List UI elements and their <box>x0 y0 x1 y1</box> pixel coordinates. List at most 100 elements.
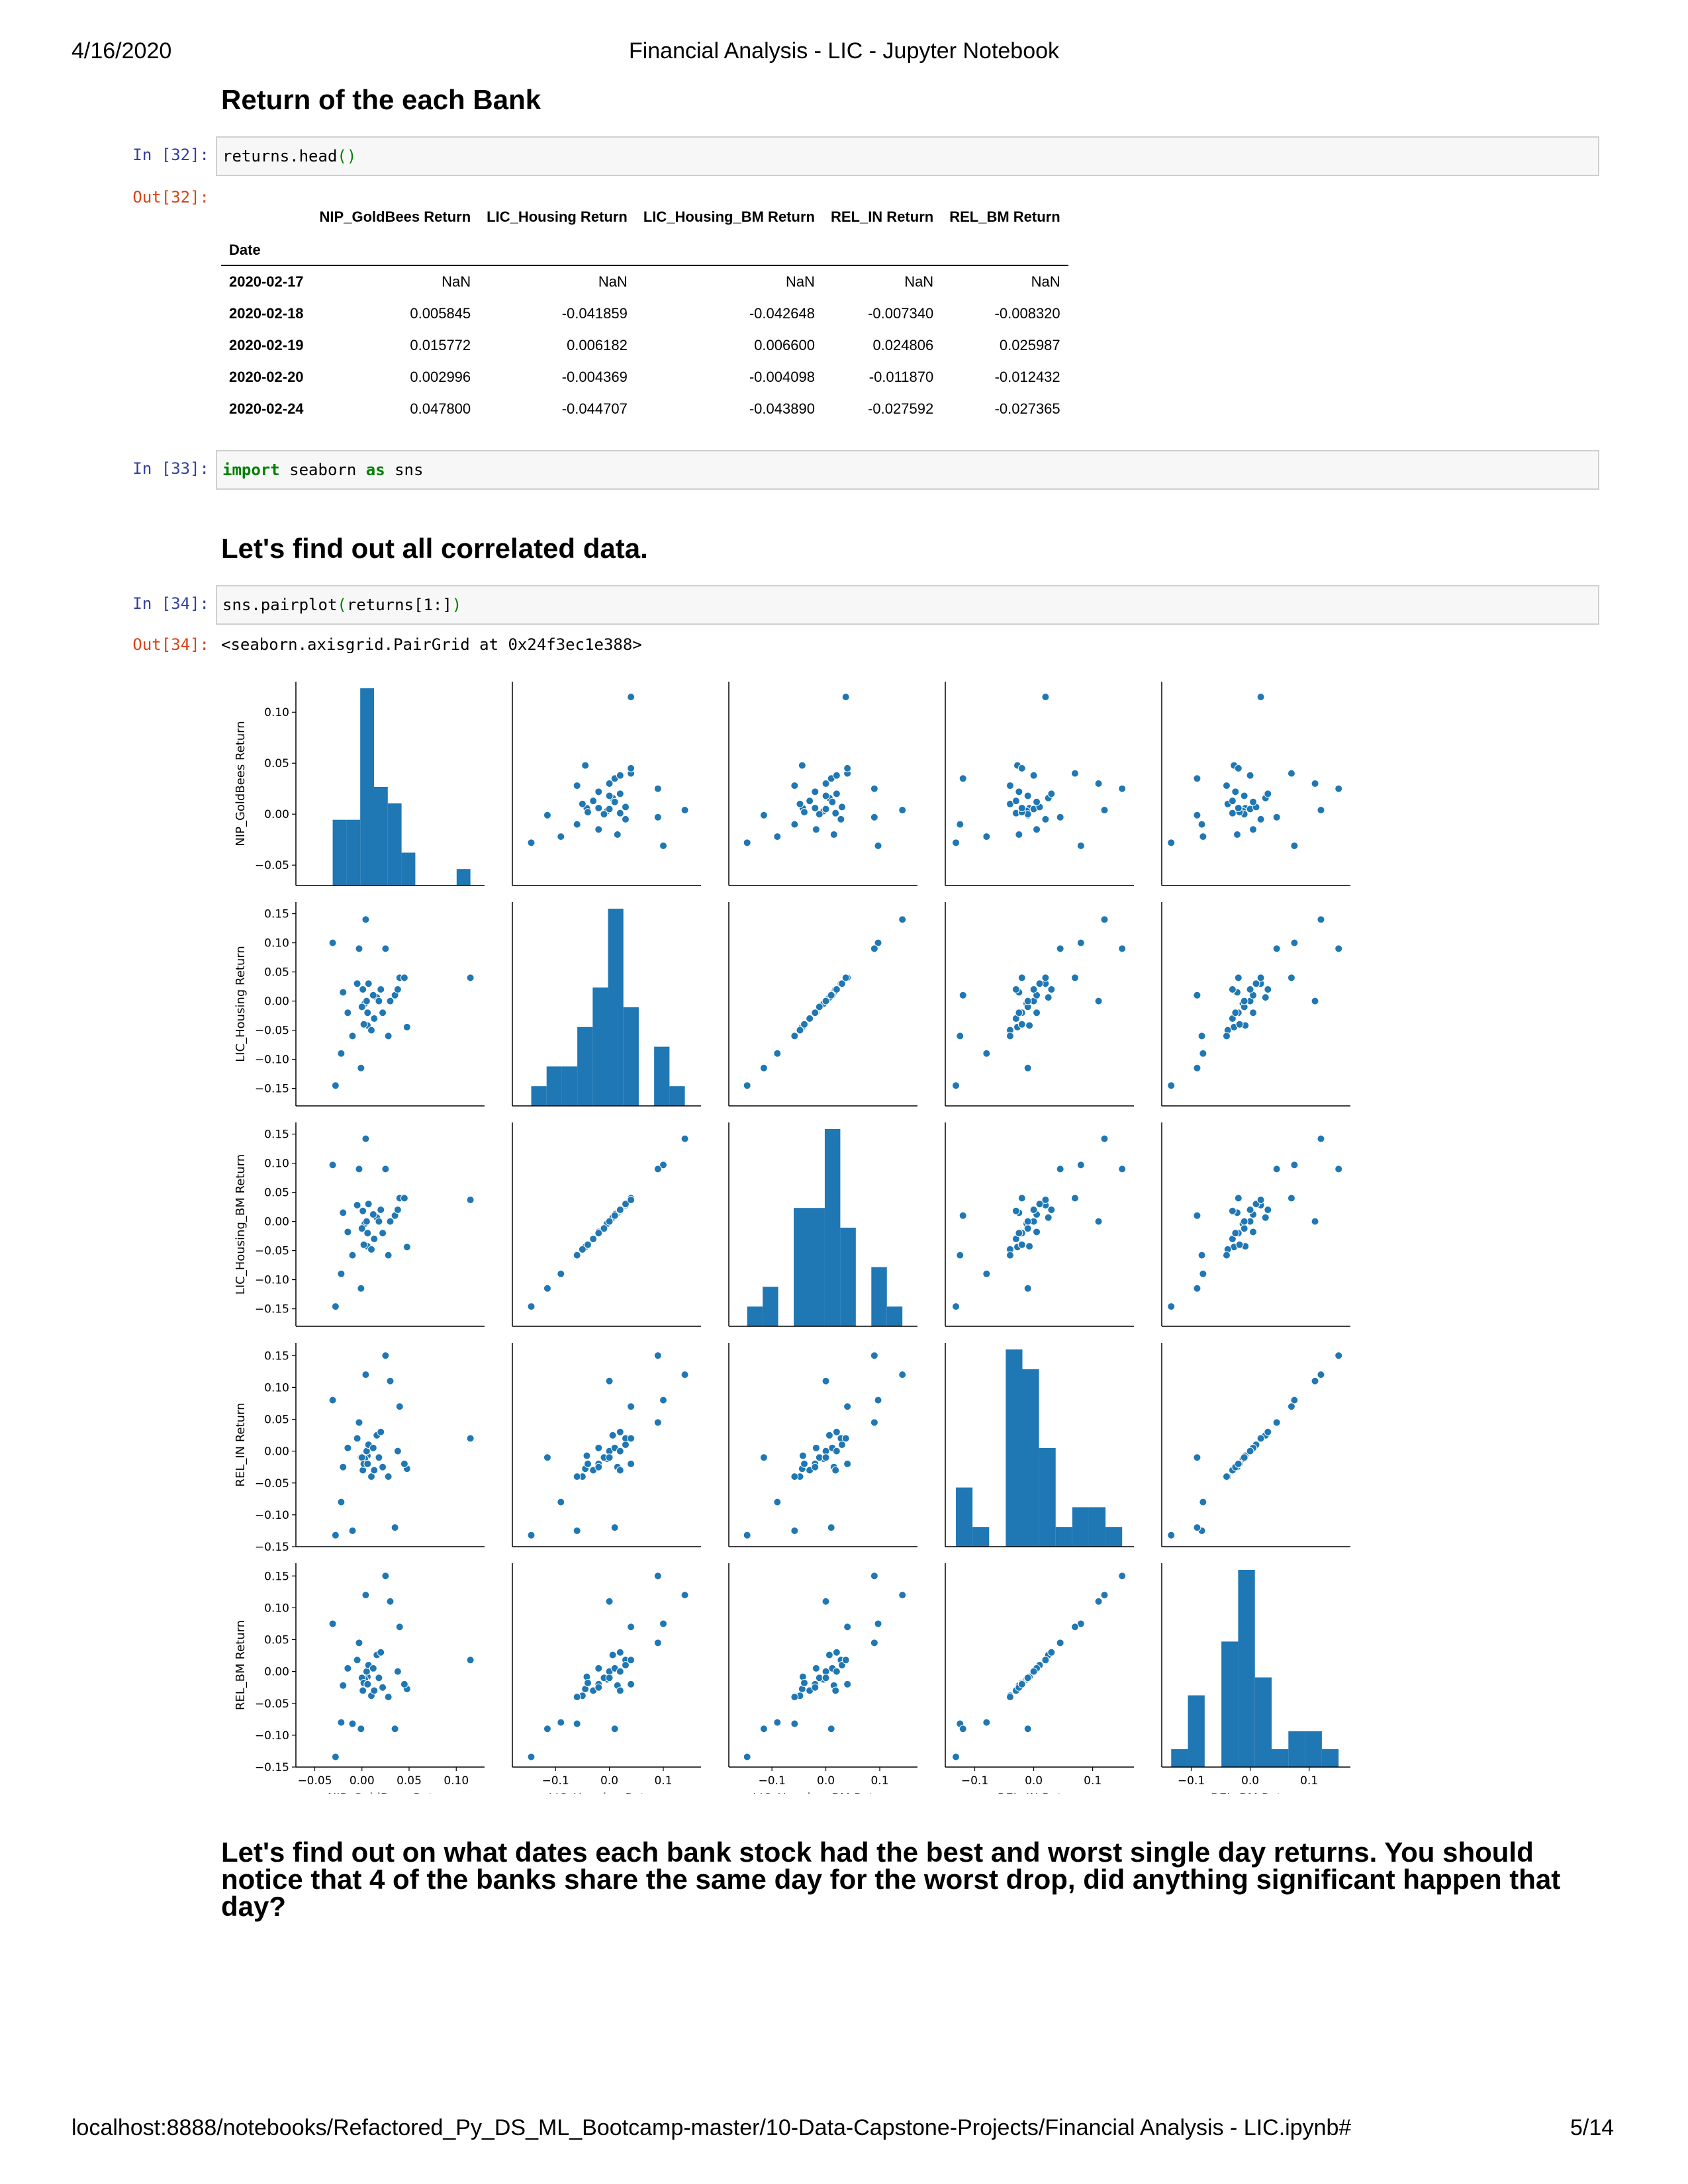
scatter-point <box>812 1664 820 1672</box>
table-cell: -0.044707 <box>561 400 628 417</box>
scatter-point <box>653 1418 662 1427</box>
scatter-point <box>1222 1251 1231 1259</box>
scatter-point <box>811 1463 820 1471</box>
scatter-point <box>377 1206 385 1214</box>
x-tick-label: 0.05 <box>397 1774 422 1788</box>
scatter-point <box>1228 1206 1237 1215</box>
column-header-row: NIP_GoldBees Return LIC_Housing Return L… <box>221 199 1068 236</box>
histogram-bar <box>1088 1507 1106 1547</box>
scatter-point <box>1118 784 1127 793</box>
scatter-point <box>613 831 622 839</box>
scatter-point <box>743 839 751 847</box>
scatter-point <box>959 991 967 999</box>
scatter-point <box>821 997 830 1005</box>
scatter-point <box>653 1351 662 1360</box>
scatter-point <box>1335 944 1343 953</box>
scatter-point <box>370 1235 379 1243</box>
scatter-point <box>1222 1473 1231 1481</box>
scatter-point <box>594 1463 603 1471</box>
scatter-point <box>608 1431 617 1439</box>
scatter-point <box>370 1466 379 1475</box>
scatter-point <box>1033 797 1041 806</box>
dataframe-body: 2020-02-17 NaN NaN NaN NaN NaN 2020-02-18 0.00… <box>221 265 1068 425</box>
scatter-point <box>573 1693 581 1702</box>
y-tick-label: −0.10 <box>255 1509 289 1522</box>
scatter-point <box>627 1434 635 1443</box>
scatter-point <box>1015 1009 1023 1017</box>
scatter-point <box>384 1032 393 1040</box>
scatter-point <box>821 792 830 800</box>
scatter-point <box>583 1451 591 1460</box>
scatter-point <box>344 1664 352 1672</box>
scatter-point <box>348 1526 357 1535</box>
scatter-point <box>831 809 840 817</box>
scatter-point <box>773 833 782 841</box>
histogram-bar <box>1272 1749 1289 1767</box>
table-cell: -0.011870 <box>868 369 934 385</box>
table-cell: NaN <box>785 273 815 290</box>
scatter-point <box>527 1302 536 1311</box>
scatter-point <box>898 806 907 815</box>
scatter-point <box>466 1656 475 1664</box>
code-paren: ) <box>451 596 462 614</box>
scatter-point <box>1193 1211 1201 1220</box>
scatter-point <box>811 803 820 812</box>
scatter-point <box>1025 1242 1034 1251</box>
scatter-point <box>838 803 846 811</box>
scatter-point <box>527 1752 536 1761</box>
scatter-point <box>1335 1165 1343 1173</box>
scatter-point <box>1076 938 1085 947</box>
scatter-point <box>653 1165 662 1173</box>
scatter-point <box>821 1674 830 1682</box>
scatter-point <box>1015 831 1023 839</box>
histogram-bar <box>546 1066 562 1106</box>
histogram-bar <box>1072 1507 1089 1547</box>
scatter-point <box>610 1211 619 1220</box>
scatter-point <box>361 1134 370 1143</box>
scatter-point <box>832 985 841 993</box>
code-cell-32[interactable]: returns.head() <box>216 136 1599 176</box>
row-index: 2020-02-20 <box>229 369 304 385</box>
histogram-bar <box>373 787 388 886</box>
scatter-point <box>337 1269 346 1278</box>
scatter-point <box>375 997 383 1005</box>
scatter-point <box>1017 803 1026 812</box>
scatter-point <box>952 1752 961 1761</box>
y-tick-label: 0.00 <box>264 808 289 821</box>
scatter-point <box>402 1023 411 1031</box>
scatter-point <box>1017 1240 1026 1249</box>
scatter-point <box>584 1678 592 1687</box>
scatter-point <box>605 1674 614 1682</box>
in-prompt-32: In [32]: <box>132 146 209 164</box>
table-cell: -0.041859 <box>561 305 628 322</box>
scatter-point <box>359 1240 368 1249</box>
y-tick-label: −0.05 <box>255 1024 289 1038</box>
scatter-point <box>1167 1081 1176 1090</box>
table-cell: -0.027592 <box>868 400 934 417</box>
scatter-point <box>653 1639 662 1647</box>
scatter-point <box>355 1639 363 1647</box>
index-header-row: Date <box>221 236 1068 266</box>
scatter-point <box>337 1049 346 1058</box>
scatter-point <box>331 1752 340 1761</box>
scatter-point <box>400 1459 408 1468</box>
scatter-point <box>870 1351 878 1360</box>
scatter-point <box>328 1619 337 1628</box>
histogram-bar <box>332 819 347 886</box>
scatter-point <box>812 1443 820 1452</box>
scatter-point <box>1035 1200 1044 1208</box>
scatter-point <box>1197 820 1206 829</box>
code-cell-34[interactable]: sns.pairplot(returns[1:]) <box>216 585 1599 625</box>
scatter-point <box>898 1371 907 1379</box>
histogram-bar <box>654 1046 670 1106</box>
scatter-point <box>1070 1194 1079 1203</box>
scatter-point <box>616 1428 624 1436</box>
scatter-point <box>386 1597 395 1606</box>
table-cell: -0.042648 <box>749 305 815 322</box>
scatter-point <box>391 1524 399 1532</box>
code-cell-33[interactable]: import seaborn as sns <box>216 450 1599 490</box>
column-header: REL_IN Return <box>830 208 934 225</box>
scatter-point <box>331 1081 340 1090</box>
scatter-point <box>1047 1206 1056 1214</box>
scatter-point <box>391 1725 399 1733</box>
